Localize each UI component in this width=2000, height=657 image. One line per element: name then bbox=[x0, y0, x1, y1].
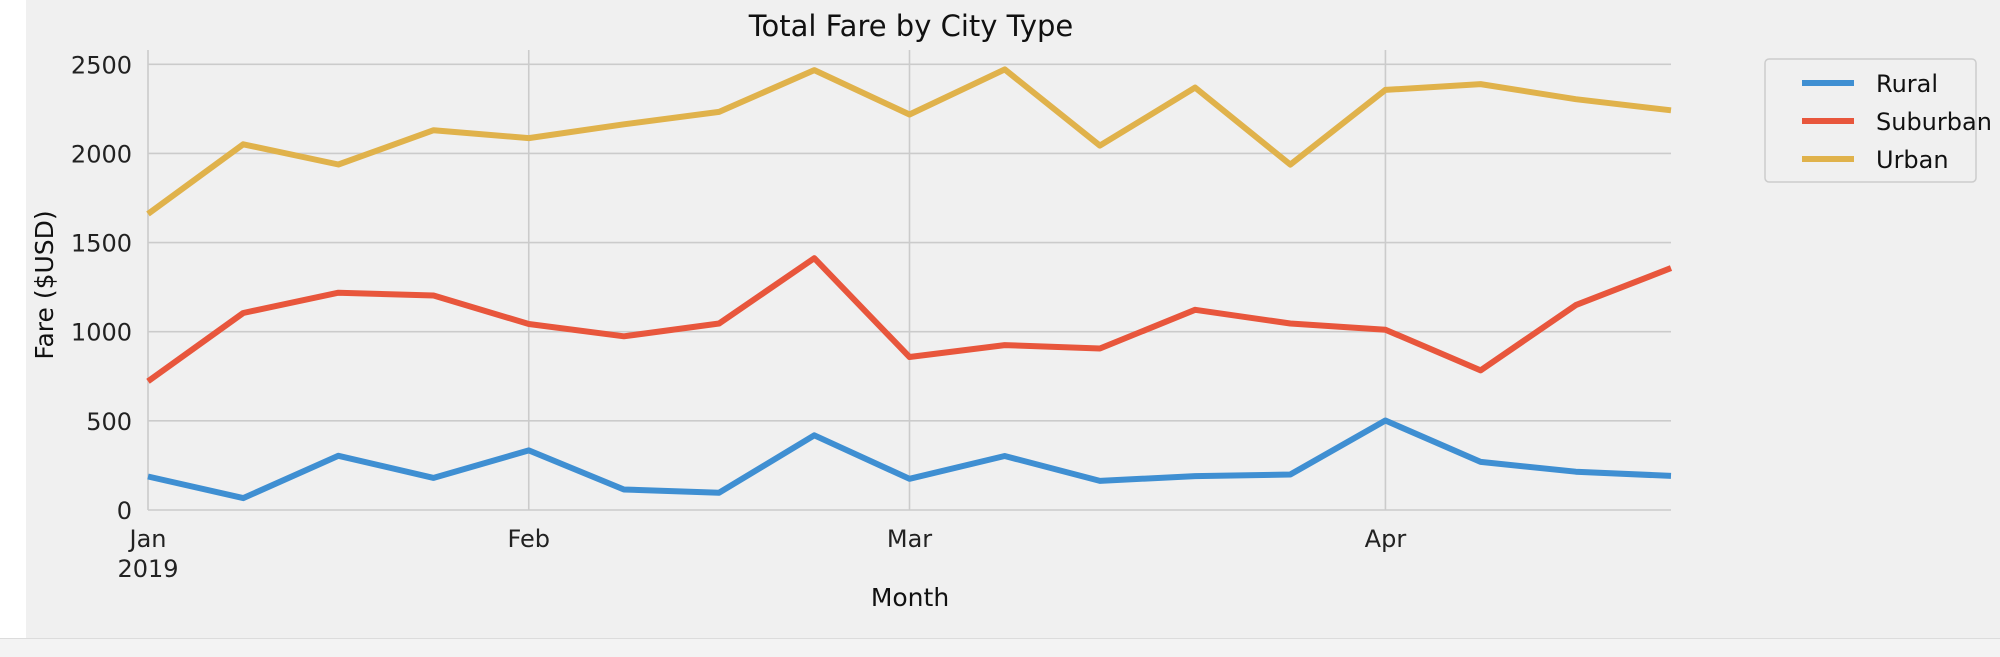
legend-label-urban: Urban bbox=[1876, 146, 1949, 174]
chart-figure: Total Fare by City Type 0 500 1000 1500 2000… bbox=[26, 0, 2000, 638]
x-tick-label: Apr bbox=[1365, 525, 1407, 553]
y-tick-label: 500 bbox=[86, 408, 132, 436]
grid-lines bbox=[147, 50, 1671, 511]
y-tick-label: 0 bbox=[117, 497, 132, 525]
x-tick-label: Jan bbox=[128, 525, 167, 553]
chart-title: Total Fare by City Type bbox=[748, 9, 1074, 43]
legend-label-rural: Rural bbox=[1876, 70, 1938, 98]
y-tick-label: 2000 bbox=[71, 140, 132, 168]
y-axis-ticks: 0 500 1000 1500 2000 2500 bbox=[71, 51, 132, 525]
x-tick-sublabel: 2019 bbox=[117, 555, 178, 583]
y-tick-label: 2500 bbox=[71, 51, 132, 79]
bottom-strip bbox=[0, 638, 2000, 657]
x-axis-label: Month bbox=[871, 583, 949, 612]
fare-line-chart: Total Fare by City Type 0 500 1000 1500 2000… bbox=[30, 9, 1992, 612]
legend: Rural Suburban Urban bbox=[1764, 58, 1992, 183]
series-line-rural bbox=[147, 417, 1672, 502]
y-tick-label: 1000 bbox=[71, 319, 132, 347]
x-tick-label: Feb bbox=[508, 525, 551, 553]
series-lines bbox=[146, 66, 1673, 502]
y-axis-label: Fare ($USD) bbox=[30, 210, 59, 359]
y-tick-label: 1500 bbox=[71, 230, 132, 258]
legend-box bbox=[1764, 58, 1977, 183]
x-tick-label: Mar bbox=[887, 525, 932, 553]
series-line-suburban bbox=[146, 255, 1673, 384]
series-line-urban bbox=[146, 66, 1672, 217]
legend-label-suburban: Suburban bbox=[1876, 108, 1992, 136]
